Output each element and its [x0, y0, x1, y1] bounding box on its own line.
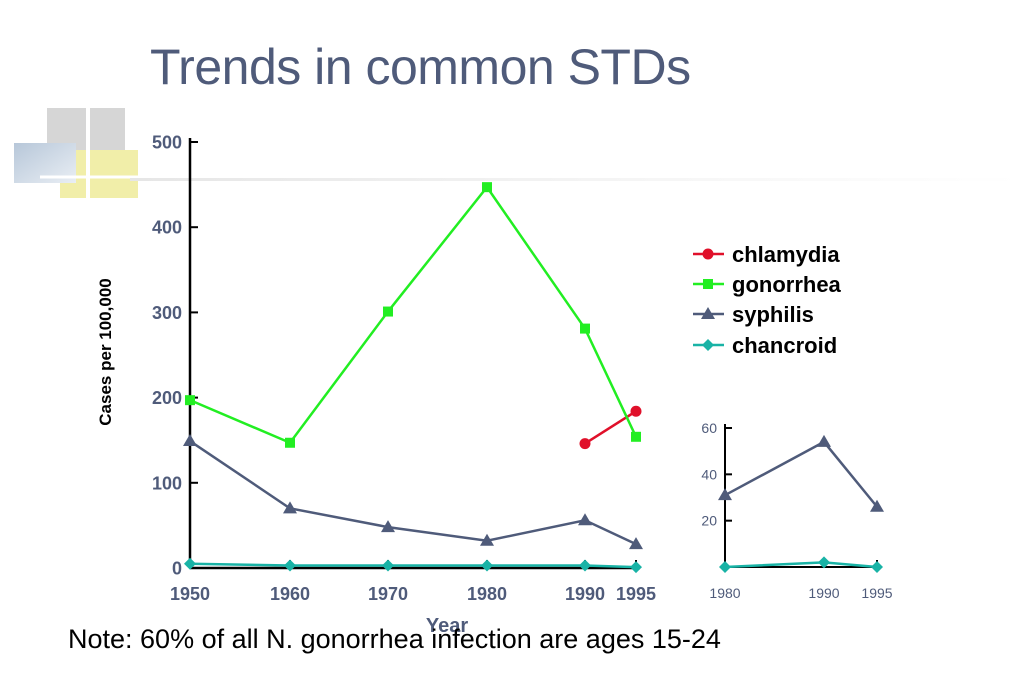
inset-x-tick-label: 1995 [861, 585, 892, 601]
x-tick-label: 1950 [170, 584, 210, 604]
chlamydia-point [579, 438, 591, 450]
chancroid-point [284, 559, 296, 572]
gonorrhea-point [482, 182, 492, 193]
y-tick-label: 100 [152, 473, 182, 493]
legend-chancroid-label: chancroid [732, 333, 837, 358]
gonorrhea-point [285, 437, 295, 448]
chancroid-point [630, 561, 642, 574]
title-rule [130, 178, 1023, 181]
x-tick-label: 1990 [565, 584, 605, 604]
chancroid-point [184, 557, 196, 570]
legend-chlamydia-label: chlamydia [732, 242, 840, 267]
legend-gonorrhea-label: gonorrhea [732, 272, 842, 297]
syphilis-point [183, 434, 197, 447]
x-axis-title: Year [426, 615, 468, 637]
inset-triangle-point [870, 499, 884, 512]
chlamydia-point [630, 405, 642, 417]
chlamydia-line [584, 410, 637, 445]
inset-diamond-point [871, 561, 883, 573]
gonorrhea-point [631, 431, 641, 442]
legend-chancroid-marker [702, 339, 714, 351]
slide-title: Trends in common STDs [150, 39, 691, 95]
y-tick-label: 500 [152, 132, 182, 152]
syphilis-point [578, 513, 592, 526]
inset-diamond-point [719, 561, 731, 573]
inset-triangle-point [718, 488, 732, 501]
inset-diamond-point [818, 556, 830, 569]
gonorrhea-line [189, 185, 638, 445]
syphilis-point [480, 533, 494, 546]
chancroid-line [189, 562, 637, 569]
x-tick-label: 1960 [270, 584, 310, 604]
syphilis-point [283, 501, 297, 514]
inset-y-tick-label: 60 [701, 420, 717, 436]
gonorrhea-point [580, 323, 590, 334]
x-tick-label: 1980 [467, 584, 507, 604]
legend-syphilis-label: syphilis [732, 302, 814, 327]
legend-gonorrhea-marker [703, 279, 713, 289]
inset-triangle-line [724, 440, 878, 508]
syphilis-point [629, 537, 643, 550]
inset-y-tick-label: 40 [701, 466, 717, 482]
legend-syphilis-marker [701, 307, 715, 319]
decorative-squares [14, 98, 150, 205]
y-tick-label: 400 [152, 218, 182, 238]
gonorrhea-point [383, 306, 393, 317]
slide-note: Note: 60% of all N. gonorrhea infection … [68, 624, 721, 654]
x-tick-label: 1970 [368, 584, 408, 604]
chancroid-point [481, 559, 493, 572]
syphilis-point [381, 520, 395, 533]
chancroid-point [382, 559, 394, 572]
inset-x-tick-label: 1990 [808, 585, 839, 601]
y-axis-title: Cases per 100,000 [96, 278, 115, 425]
y-tick-label: 200 [152, 388, 182, 408]
inset-y-tick-label: 20 [701, 513, 717, 529]
legend-chlamydia-marker [702, 248, 714, 260]
y-tick-label: 300 [152, 303, 182, 323]
syphilis-line [189, 440, 637, 546]
gonorrhea-point [185, 395, 195, 406]
y-tick-label: 0 [172, 558, 182, 578]
chancroid-point [579, 559, 591, 572]
x-tick-label: 1995 [616, 584, 656, 604]
inset-triangle-point [817, 434, 831, 447]
inset-x-tick-label: 1980 [709, 585, 740, 601]
